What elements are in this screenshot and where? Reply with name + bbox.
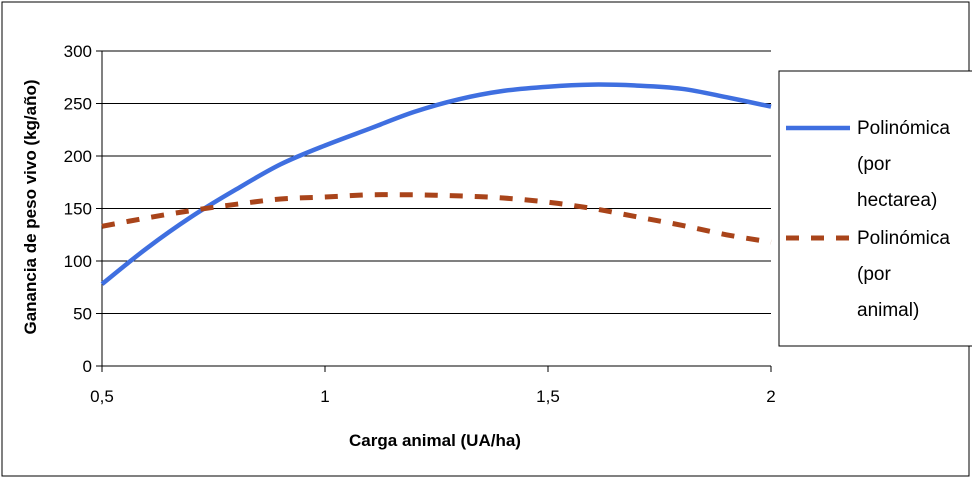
x-tick-label: 2 (766, 387, 775, 406)
y-tick-label: 150 (64, 200, 92, 219)
legend-box (778, 70, 972, 347)
y-tick-label: 300 (64, 42, 92, 61)
x-axis-title: Carga animal (UA/ha) (349, 431, 521, 450)
legend-label-line: Polinómica (857, 228, 950, 249)
y-tick-label: 200 (64, 147, 92, 166)
y-tick-label: 100 (64, 252, 92, 271)
legend-label-line: animal) (857, 300, 919, 321)
x-tick-label: 1,5 (536, 387, 560, 406)
legend-label-line: hectarea) (857, 190, 937, 211)
series-lines (100, 82, 772, 286)
series-line-por-animal (101, 192, 772, 245)
tick-labels: 0 50 100 150 200 250 300 0,5 1 1,5 2 (64, 42, 776, 406)
legend-label-line: (por (857, 154, 891, 175)
y-tick-label: 50 (73, 305, 92, 324)
y-tick-label: 250 (64, 95, 92, 114)
y-axis-title: Ganancia de peso vivo (kg/año) (21, 79, 40, 334)
series-line-por-hectarea (100, 82, 772, 286)
y-tick-label: 0 (83, 357, 92, 376)
x-tick-label: 1 (320, 387, 329, 406)
legend-label-line: (por (857, 264, 891, 285)
legend-label-line: Polinómica (857, 118, 950, 139)
x-tick-label: 0,5 (90, 387, 114, 406)
axes (96, 50, 772, 372)
legend: Polinómica (por hectarea) Polinómica (por ani… (778, 70, 972, 347)
